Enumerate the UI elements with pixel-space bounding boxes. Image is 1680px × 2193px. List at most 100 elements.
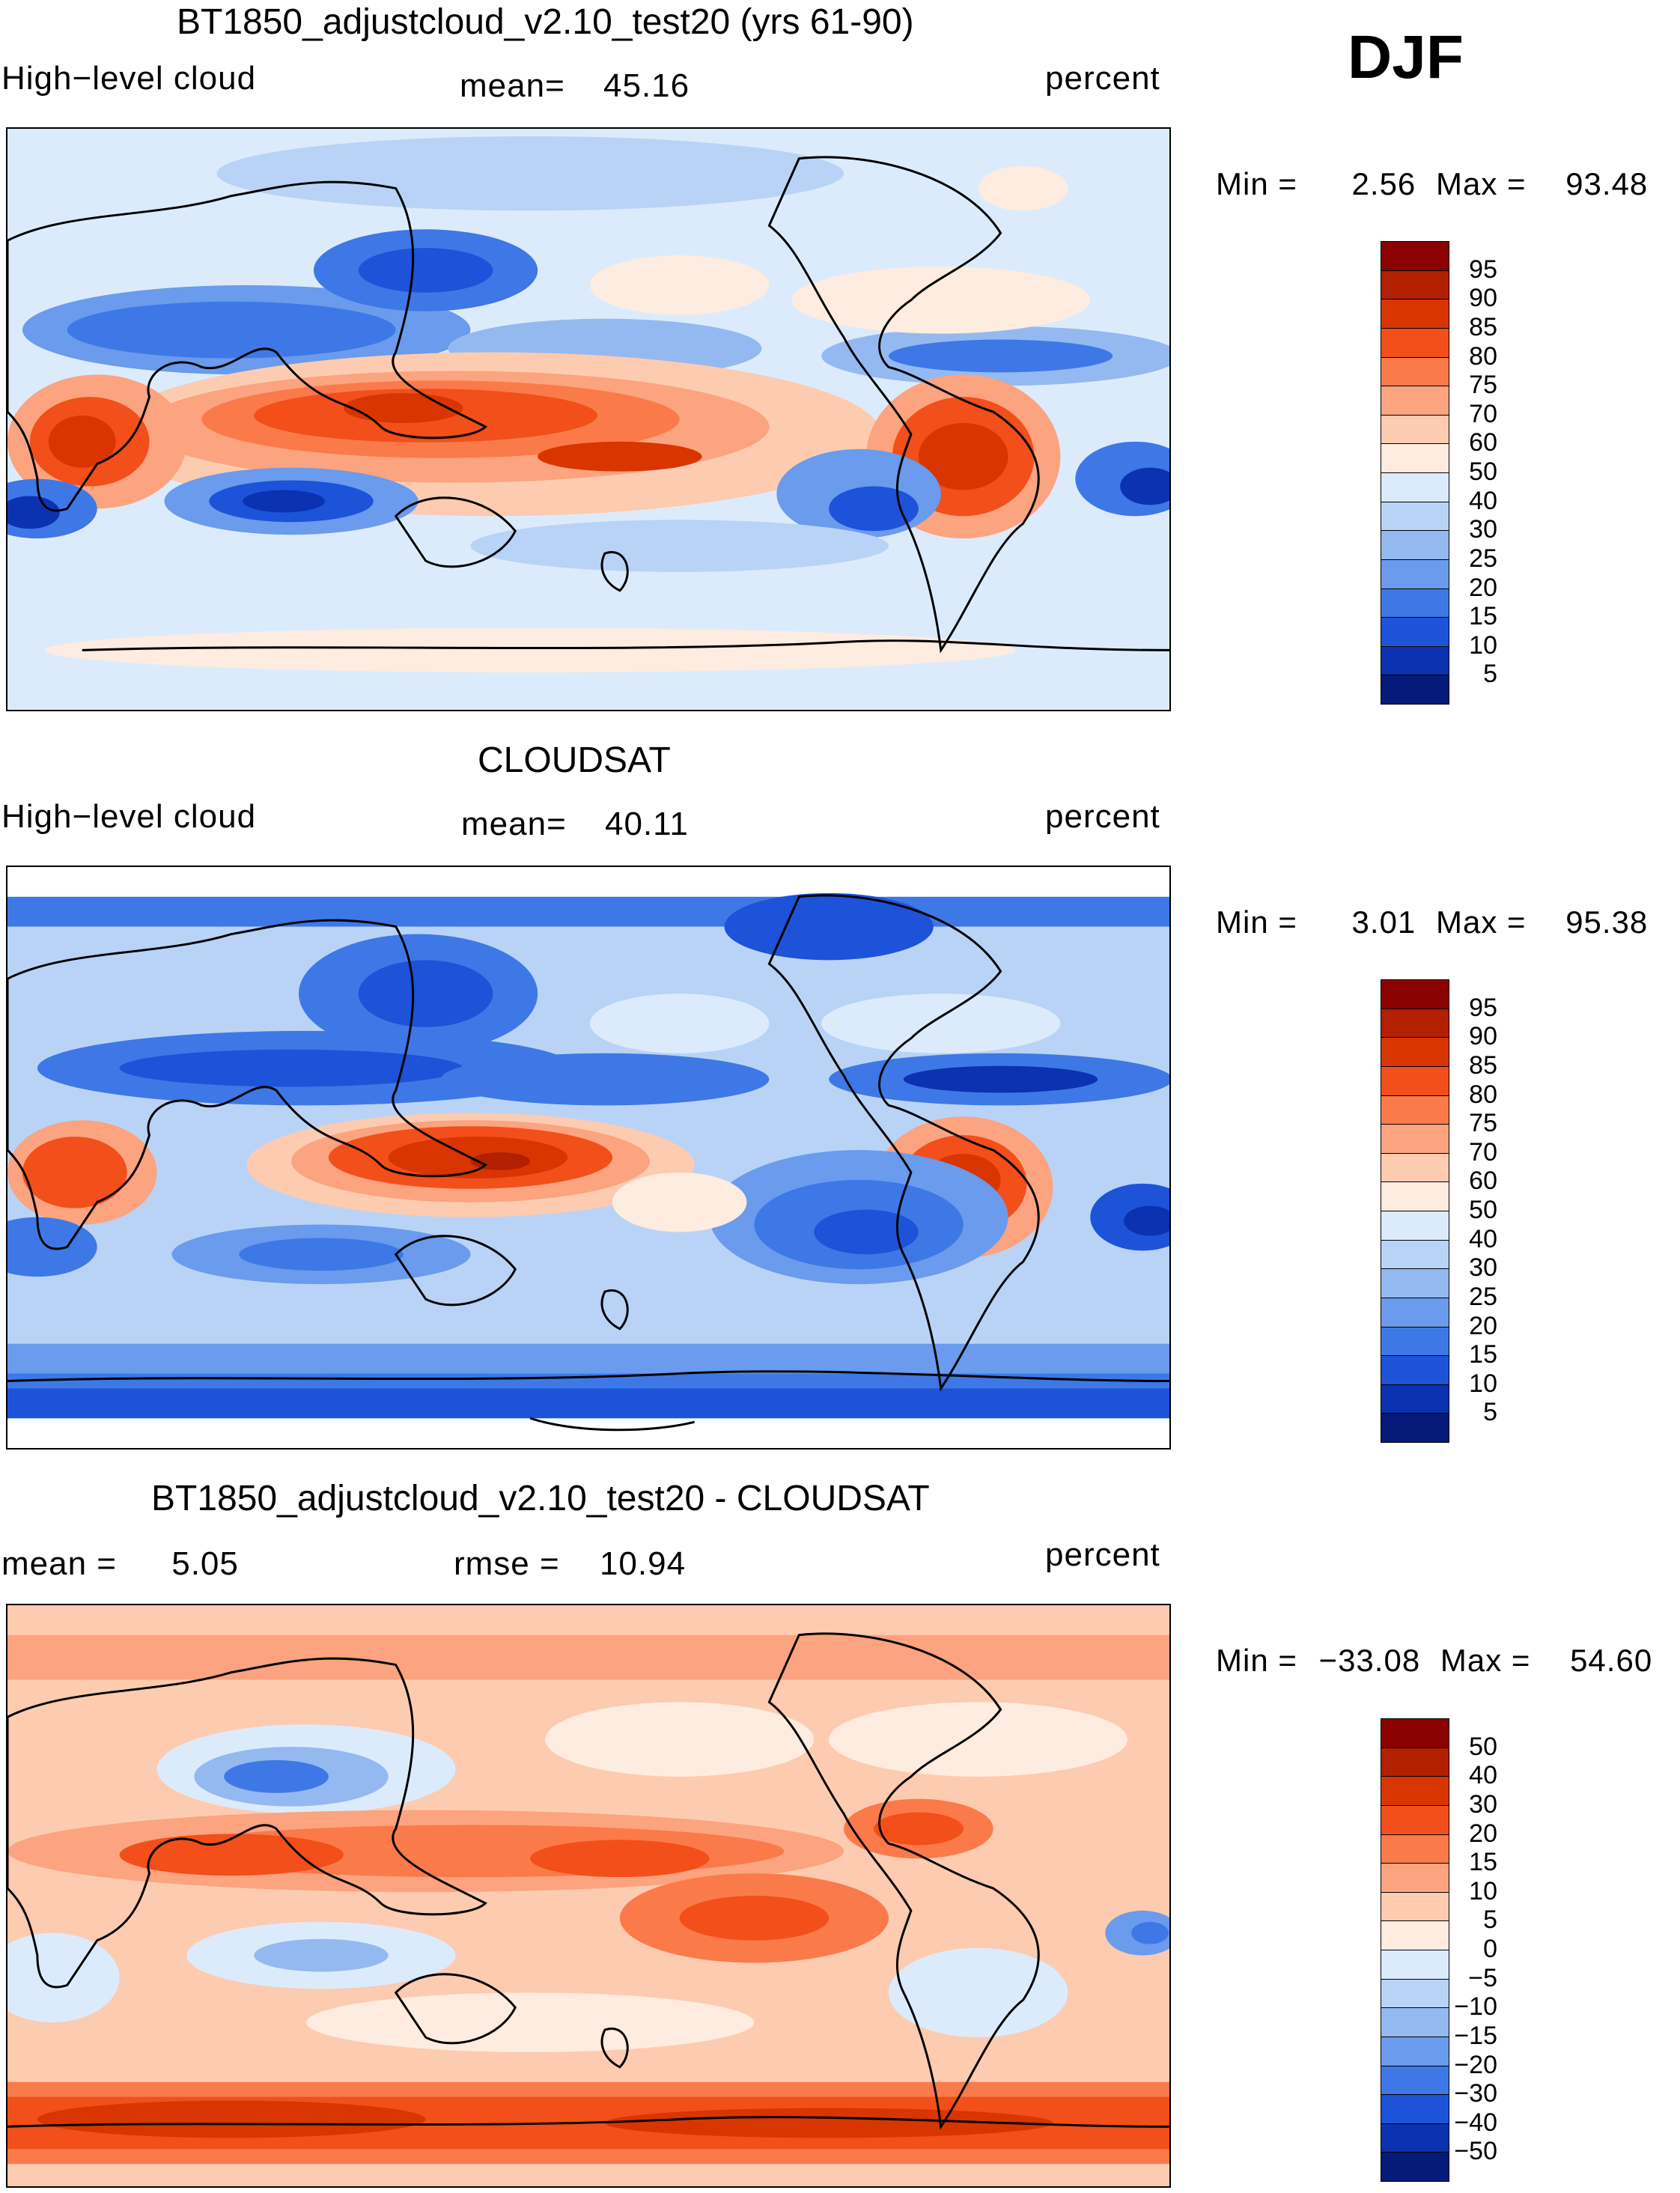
colorbar-tick-label: 95 xyxy=(1469,993,1497,1022)
colorbar-swatch xyxy=(1381,2152,1449,2182)
colorbar-swatch xyxy=(1381,1065,1449,1096)
panel3-mean-value: 5.05 xyxy=(171,1545,239,1582)
colorbar-swatch xyxy=(1381,1037,1449,1067)
panel3-mean-label: mean = xyxy=(1,1545,117,1582)
colorbar-tick-label: 70 xyxy=(1469,1137,1497,1167)
panel1-colorbar: 95 90 85 80 75 70 60 50 40 30 25 20 15 10 5 xyxy=(1381,241,1497,705)
colorbar-tick-label: 60 xyxy=(1469,428,1497,457)
colorbar-tick-label: 30 xyxy=(1469,1253,1497,1283)
panel3-max-value: 54.60 xyxy=(1570,1643,1653,1678)
colorbar-tick-label: 15 xyxy=(1469,602,1497,631)
panel1-max-label: Max = xyxy=(1435,166,1527,201)
panel2-min-label: Min = xyxy=(1216,904,1297,940)
colorbar-tick-label: −20 xyxy=(1454,2050,1497,2079)
colorbar-tick-label: 85 xyxy=(1469,1050,1497,1080)
colorbar-tick-label: −15 xyxy=(1454,2021,1497,2050)
colorbar-tick-label: 70 xyxy=(1469,399,1497,428)
colorbar-tick-label: 80 xyxy=(1469,1080,1497,1109)
colorbar-swatch xyxy=(1381,270,1449,300)
colorbar-tick-label: −40 xyxy=(1454,2108,1497,2137)
panel3-title: BT1850_adjustcloud_v2.10_test20 - CLOUDS… xyxy=(151,1479,930,1518)
colorbar-tick-label: 15 xyxy=(1469,1848,1497,1877)
panel3-units: percent xyxy=(1045,1536,1160,1573)
colorbar-tick-label: 90 xyxy=(1469,284,1497,313)
panel1-coastlines xyxy=(7,156,1169,654)
colorbar-swatch xyxy=(1381,327,1449,358)
colorbar-swatch xyxy=(1381,1268,1449,1298)
panel1-max-value: 93.48 xyxy=(1565,166,1649,201)
panel1-contour-field xyxy=(7,129,1169,710)
panel2-variable-label: High−level cloud xyxy=(1,798,257,835)
panel2-coastlines xyxy=(7,894,1169,1432)
colorbar-tick-label: 5 xyxy=(1483,1398,1497,1427)
colorbar-tick-label: 20 xyxy=(1469,1819,1497,1848)
panel2-colorbar: 95 90 85 80 75 70 60 50 40 30 25 20 15 10 5 xyxy=(1381,979,1497,1443)
colorbar-tick-label: 10 xyxy=(1469,630,1497,660)
panel3-contour-field xyxy=(7,1605,1169,2186)
colorbar-tick-label: 0 xyxy=(1483,1935,1497,1963)
colorbar-tick-label: −5 xyxy=(1468,1963,1497,1992)
colorbar-swatch xyxy=(1381,241,1449,271)
panel2-map xyxy=(6,866,1171,1450)
colorbar-tick-label: 50 xyxy=(1469,1732,1497,1761)
colorbar-tick-label: 75 xyxy=(1469,1109,1497,1138)
colorbar-tick-label: 30 xyxy=(1469,1789,1497,1819)
panel2-contour-field xyxy=(7,867,1169,1448)
panel3-min-value: −33.08 xyxy=(1318,1643,1421,1678)
colorbar-tick-label: 60 xyxy=(1469,1167,1497,1196)
colorbar-tick-label: 25 xyxy=(1469,544,1497,573)
panel2-max-label: Max = xyxy=(1435,904,1527,940)
season-label: DJF xyxy=(1348,23,1464,91)
colorbar-tick-label: 95 xyxy=(1469,255,1497,284)
colorbar-tick-label: 10 xyxy=(1469,1876,1497,1905)
colorbar-tick-label: 15 xyxy=(1469,1340,1497,1369)
colorbar-tick-label: 40 xyxy=(1469,486,1497,515)
colorbar-tick-label: 40 xyxy=(1469,1761,1497,1790)
panel1-title: BT1850_adjustcloud_v2.10_test20 (yrs 61-… xyxy=(177,2,914,42)
panel2-title: CLOUDSAT xyxy=(478,740,671,780)
colorbar-swatch xyxy=(1381,472,1449,502)
panel1-min-value: 2.56 xyxy=(1351,166,1416,201)
panel1-units: percent xyxy=(1045,60,1160,97)
panel1-mean-label: mean= xyxy=(460,67,565,104)
colorbar-swatch xyxy=(1381,1152,1449,1183)
colorbar-tick-label: −50 xyxy=(1454,2137,1497,2166)
colorbar-swatch xyxy=(1381,617,1449,647)
panel1-map xyxy=(6,127,1171,711)
colorbar-swatch xyxy=(1381,299,1449,329)
colorbar-tick-label: 30 xyxy=(1469,515,1497,544)
colorbar-swatch xyxy=(1381,1834,1449,1864)
colorbar-swatch xyxy=(1381,675,1449,705)
colorbar-swatch xyxy=(1381,1413,1449,1443)
colorbar-tick-label: 40 xyxy=(1469,1224,1497,1253)
panel3-coastlines xyxy=(7,1632,1169,2130)
panel2-mean-value: 40.11 xyxy=(605,806,689,842)
colorbar-swatch xyxy=(1381,2036,1449,2066)
colorbar-tick-label: 50 xyxy=(1469,457,1497,486)
panel3-min-label: Min = xyxy=(1216,1643,1297,1678)
colorbar-swatch xyxy=(1381,443,1449,473)
panel3-map xyxy=(6,1604,1171,2188)
colorbar-swatch xyxy=(1381,1891,1449,1922)
colorbar-tick-label: 20 xyxy=(1469,1311,1497,1340)
colorbar-tick-label: 75 xyxy=(1469,371,1497,400)
colorbar-swatch xyxy=(1381,1950,1449,1980)
panel3-colorbar: 50 40 30 20 15 10 5 0 −5 −10 −15 −20 −30 −40 −50 xyxy=(1381,1718,1497,2182)
colorbar-tick-label: 90 xyxy=(1469,1022,1497,1051)
panel1-mean-value: 45.16 xyxy=(603,67,690,104)
colorbar-tick-label: 20 xyxy=(1469,573,1497,602)
colorbar-swatch xyxy=(1381,1181,1449,1211)
colorbar-swatch xyxy=(1381,1211,1449,1241)
panel2-max-value: 95.38 xyxy=(1565,904,1649,940)
colorbar-swatch xyxy=(1381,645,1449,676)
colorbar-tick-label: −10 xyxy=(1454,1992,1497,2022)
colorbar-tick-label: 50 xyxy=(1469,1196,1497,1224)
colorbar-tick-label: 85 xyxy=(1469,312,1497,341)
colorbar-swatch xyxy=(1381,1776,1449,1806)
panel1-variable-label: High−level cloud xyxy=(1,60,257,97)
colorbar-swatch xyxy=(1381,1008,1449,1038)
colorbar-swatch xyxy=(1381,1384,1449,1414)
colorbar-tick-label: 5 xyxy=(1483,1905,1497,1935)
colorbar-swatch xyxy=(1381,1747,1449,1777)
colorbar-swatch xyxy=(1381,1804,1449,1835)
